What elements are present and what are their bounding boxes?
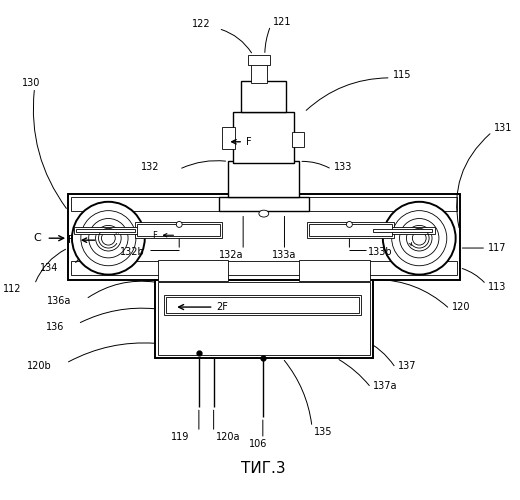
Text: C: C	[34, 233, 42, 243]
Text: 137: 137	[398, 361, 416, 371]
Bar	[309, 224, 392, 236]
Bar	[158, 282, 370, 356]
Bar	[71, 197, 457, 210]
Ellipse shape	[259, 210, 269, 217]
Bar	[71, 261, 457, 274]
Bar	[158, 260, 228, 281]
Bar	[166, 297, 359, 313]
Text: F: F	[246, 137, 252, 147]
Text: 115: 115	[393, 70, 411, 80]
Bar	[241, 81, 287, 112]
Text: 120b: 120b	[27, 361, 51, 371]
Text: 135: 135	[314, 427, 332, 437]
Text: 130: 130	[22, 78, 40, 88]
Bar	[154, 280, 373, 358]
Text: 134: 134	[40, 262, 58, 272]
Text: 119: 119	[171, 432, 189, 442]
Text: 131: 131	[494, 123, 512, 133]
Bar	[251, 63, 267, 83]
Text: 137a: 137a	[373, 381, 397, 391]
Circle shape	[176, 222, 182, 228]
Bar	[371, 228, 435, 234]
Circle shape	[72, 202, 145, 274]
Text: 133a: 133a	[272, 250, 296, 260]
Text: 133b: 133b	[368, 247, 393, 257]
Text: 136a: 136a	[47, 296, 71, 306]
Text: F: F	[152, 230, 157, 239]
Text: 120: 120	[452, 302, 470, 312]
Text: F: F	[68, 235, 74, 245]
Bar	[373, 230, 432, 232]
Text: 113: 113	[488, 282, 506, 292]
Text: 2F: 2F	[217, 302, 228, 312]
Text: 136: 136	[46, 322, 64, 332]
Bar	[307, 222, 394, 238]
Text: 122: 122	[192, 18, 211, 28]
Bar	[222, 127, 235, 148]
Text: 132b: 132b	[120, 247, 145, 257]
Text: 106: 106	[249, 439, 267, 449]
Text: 120a: 120a	[216, 432, 240, 442]
Bar	[68, 194, 460, 280]
Bar	[228, 162, 299, 197]
Text: 133: 133	[334, 162, 352, 172]
Text: 121: 121	[272, 17, 291, 27]
Bar	[137, 224, 219, 236]
Bar	[74, 228, 138, 234]
Bar	[248, 55, 270, 65]
Text: 117: 117	[488, 243, 506, 253]
Text: 132: 132	[141, 162, 160, 172]
Circle shape	[346, 222, 353, 228]
Bar	[218, 197, 309, 210]
Circle shape	[383, 202, 456, 274]
Text: 132a: 132a	[219, 250, 243, 260]
Bar	[299, 260, 370, 281]
Bar	[233, 112, 294, 164]
Text: ΤИГ.3: ΤИГ.3	[241, 461, 285, 476]
Bar	[164, 296, 361, 315]
Bar	[76, 230, 135, 232]
Text: 112: 112	[3, 284, 22, 294]
Bar	[292, 132, 304, 146]
Bar	[135, 222, 222, 238]
